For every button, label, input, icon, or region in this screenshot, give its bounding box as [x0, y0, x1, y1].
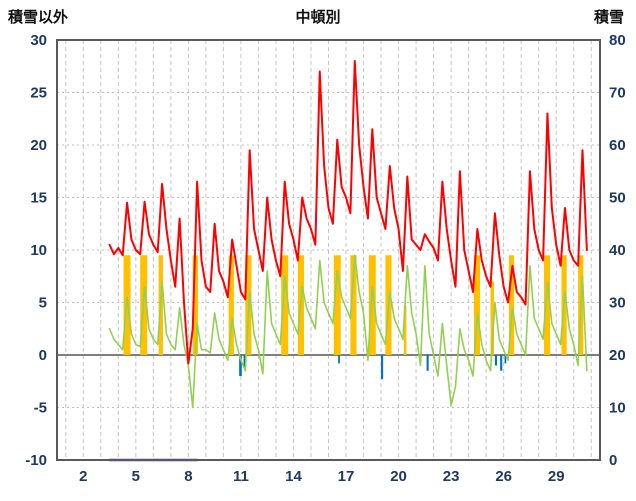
svg-text:10: 10 [609, 400, 626, 417]
svg-text:14: 14 [285, 468, 302, 485]
svg-text:20: 20 [30, 137, 47, 154]
red-line [108, 60, 588, 365]
svg-text:50: 50 [609, 190, 626, 207]
chart-title: 中頓別 [295, 9, 341, 26]
svg-text:0: 0 [39, 347, 47, 364]
svg-text:30: 30 [30, 32, 47, 49]
svg-text:70: 70 [609, 85, 626, 102]
svg-text:10: 10 [30, 242, 47, 259]
svg-text:-5: -5 [34, 400, 47, 417]
x-axis-tick-labels: 2 5 8 11 14 17 20 23 26 29 [79, 468, 564, 485]
plot-frame [56, 39, 601, 461]
svg-text:20: 20 [609, 347, 626, 364]
svg-text:23: 23 [443, 468, 460, 485]
svg-text:26: 26 [495, 468, 512, 485]
svg-text:60: 60 [609, 137, 626, 154]
svg-text:5: 5 [132, 468, 140, 485]
svg-text:2: 2 [79, 468, 87, 485]
svg-text:29: 29 [548, 468, 565, 485]
svg-text:80: 80 [609, 32, 626, 49]
svg-text:30: 30 [609, 295, 626, 312]
left-axis-tick-labels: 30 25 20 15 10 5 0 -5 -10 [25, 32, 47, 469]
svg-text:-10: -10 [25, 452, 47, 469]
right-axis-caption: 積雪 [593, 9, 624, 26]
svg-text:20: 20 [390, 468, 407, 485]
svg-text:40: 40 [609, 242, 626, 259]
svg-text:8: 8 [184, 468, 192, 485]
svg-text:25: 25 [30, 85, 47, 102]
right-axis-tick-labels: 80 70 60 50 40 30 20 10 0 [609, 32, 626, 469]
svg-text:17: 17 [338, 468, 355, 485]
svg-text:15: 15 [30, 190, 47, 207]
svg-text:5: 5 [39, 295, 47, 312]
svg-text:0: 0 [609, 452, 617, 469]
left-axis-caption: 積雪以外 [8, 9, 69, 26]
green-line [108, 254, 588, 409]
blue-bars [239, 355, 507, 380]
svg-text:11: 11 [233, 468, 249, 485]
